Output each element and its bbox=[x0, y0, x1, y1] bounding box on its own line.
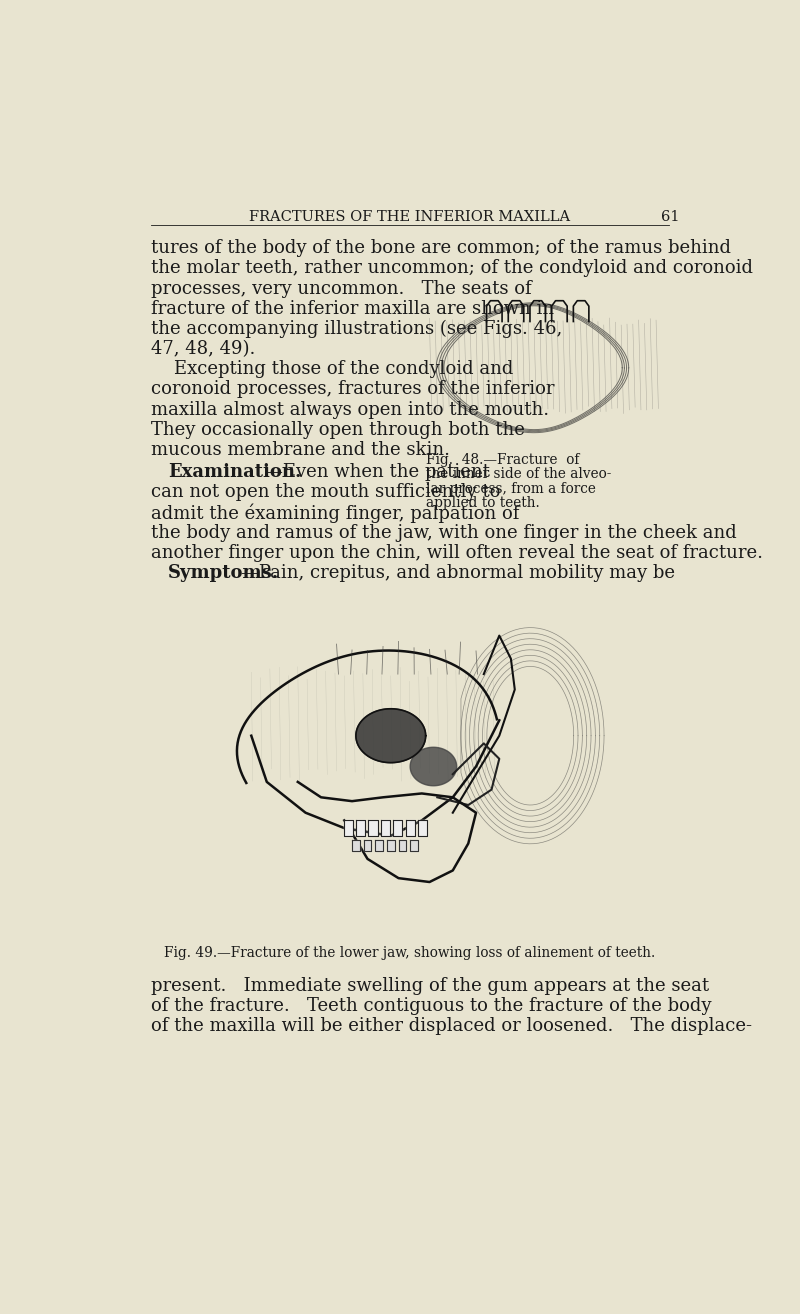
Text: Fig. 49.—Fracture of the lower jaw, showing loss of alinement of teeth.: Fig. 49.—Fracture of the lower jaw, show… bbox=[164, 946, 656, 961]
Text: 47, 48, 49).: 47, 48, 49). bbox=[151, 340, 255, 359]
Text: applied to teeth.: applied to teeth. bbox=[426, 497, 539, 510]
Polygon shape bbox=[375, 840, 383, 851]
Text: admit the éxamining finger, palpation of: admit the éxamining finger, palpation o… bbox=[151, 503, 519, 523]
Polygon shape bbox=[410, 748, 457, 786]
Text: of the maxilla will be either displaced or loosened.   The displace-: of the maxilla will be either displaced … bbox=[151, 1017, 752, 1035]
Text: coronoid processes, fractures of the inferior: coronoid processes, fractures of the inf… bbox=[151, 381, 554, 398]
Polygon shape bbox=[368, 820, 378, 836]
Text: of the fracture.   Teeth contiguous to the fracture of the body: of the fracture. Teeth contiguous to the… bbox=[151, 996, 712, 1014]
Text: the inner side of the alveo-: the inner side of the alveo- bbox=[426, 468, 611, 481]
Text: can not open the mouth sufficiently to: can not open the mouth sufficiently to bbox=[151, 484, 501, 501]
Polygon shape bbox=[356, 708, 426, 762]
Bar bbox=[426, 280, 666, 449]
Text: tures of the body of the bone are common; of the ramus behind: tures of the body of the bone are common… bbox=[151, 239, 731, 258]
Text: —Even when the patient: —Even when the patient bbox=[266, 463, 490, 481]
Text: another finger upon the chin, will often reveal the seat of fracture.: another finger upon the chin, will often… bbox=[151, 544, 763, 561]
Polygon shape bbox=[398, 840, 406, 851]
Polygon shape bbox=[352, 840, 360, 851]
Text: the molar teeth, rather uncommon; of the condyloid and coronoid: the molar teeth, rather uncommon; of the… bbox=[151, 259, 753, 277]
Text: 61: 61 bbox=[661, 210, 680, 225]
Polygon shape bbox=[387, 840, 394, 851]
Polygon shape bbox=[356, 820, 366, 836]
Text: Symptoms.: Symptoms. bbox=[168, 564, 279, 582]
Text: the accompanying illustrations (see Figs. 46,: the accompanying illustrations (see Figs… bbox=[151, 319, 562, 338]
Polygon shape bbox=[364, 840, 371, 851]
Text: Excepting those of the condyloid and: Excepting those of the condyloid and bbox=[151, 360, 514, 378]
Text: fracture of the inferior maxilla are shown in: fracture of the inferior maxilla are sho… bbox=[151, 300, 554, 318]
Polygon shape bbox=[381, 820, 390, 836]
Text: Fig.  48.—Fracture  of: Fig. 48.—Fracture of bbox=[426, 453, 579, 466]
Text: They occasionally open through both the: They occasionally open through both the bbox=[151, 420, 525, 439]
Text: Examination.: Examination. bbox=[168, 463, 302, 481]
Text: the body and ramus of the jaw, with one finger in the cheek and: the body and ramus of the jaw, with one … bbox=[151, 523, 737, 541]
Polygon shape bbox=[418, 820, 427, 836]
Polygon shape bbox=[393, 820, 402, 836]
Polygon shape bbox=[343, 820, 353, 836]
Bar bbox=[193, 591, 627, 938]
Text: maxilla almost always open into the mouth.: maxilla almost always open into the mout… bbox=[151, 401, 550, 419]
Text: lar process, from a force: lar process, from a force bbox=[426, 482, 595, 495]
Text: mucous membrane and the skin.: mucous membrane and the skin. bbox=[151, 442, 450, 459]
Text: FRACTURES OF THE INFERIOR MAXILLA: FRACTURES OF THE INFERIOR MAXILLA bbox=[250, 210, 570, 225]
Text: —Pain, crepitus, and abnormal mobility may be: —Pain, crepitus, and abnormal mobility m… bbox=[241, 564, 675, 582]
Text: present.   Immediate swelling of the gum appears at the seat: present. Immediate swelling of the gum a… bbox=[151, 976, 710, 995]
Polygon shape bbox=[410, 840, 418, 851]
Text: processes, very uncommon.   The seats of: processes, very uncommon. The seats of bbox=[151, 280, 532, 297]
Polygon shape bbox=[406, 820, 415, 836]
